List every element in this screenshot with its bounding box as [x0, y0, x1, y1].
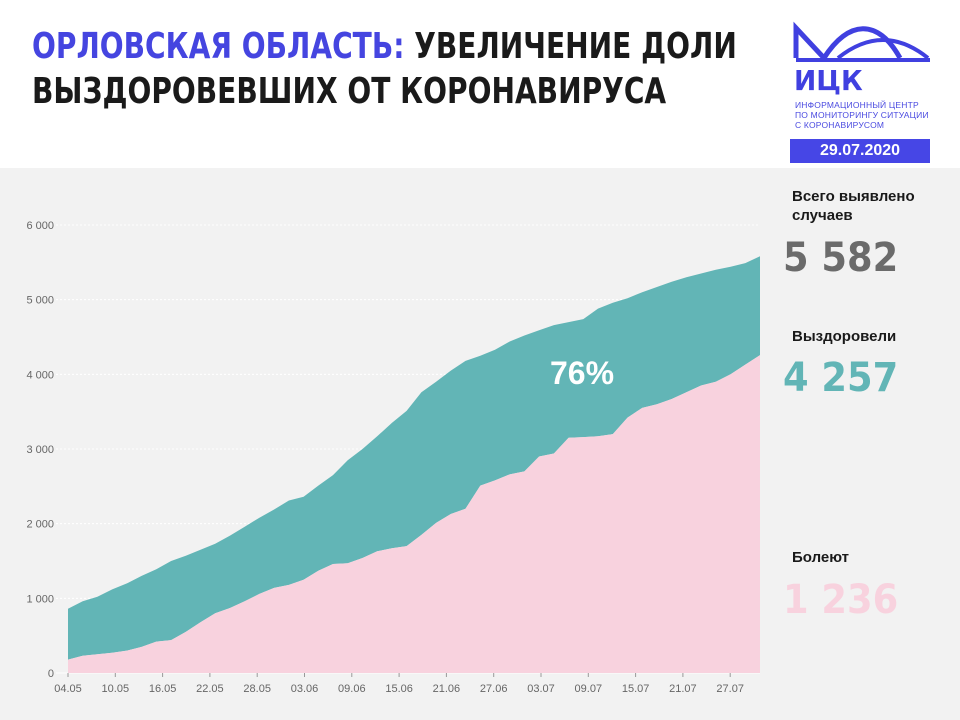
x-tick-label: 28.05 — [243, 683, 271, 695]
title-line1-rest: УВЕЛИЧЕНИЕ ДОЛИ — [404, 26, 737, 67]
area-chart: 0 1 000 2 000 3 000 4 000 5 000 6 000 04.05 10.… — [26, 220, 760, 695]
title-line-1: ОРЛОВСКАЯ ОБЛАСТЬ: УВЕЛИЧЕНИЕ ДОЛИ — [32, 24, 737, 69]
x-tick-label: 09.07 — [575, 683, 603, 695]
logo-name: ИЦК — [794, 64, 863, 97]
y-tick-label: 0 — [48, 668, 54, 680]
page-title: ОРЛОВСКАЯ ОБЛАСТЬ: УВЕЛИЧЕНИЕ ДОЛИ ВЫЗДО… — [32, 24, 737, 114]
recovered-area — [68, 256, 760, 660]
logo-subtitle-line: ИНФОРМАЦИОННЫЙ ЦЕНТР — [795, 100, 919, 110]
x-tick-label: 27.06 — [480, 683, 508, 695]
logo-subtitle: ИНФОРМАЦИОННЫЙ ЦЕНТР ПО МОНИТОРИНГУ СИТУ… — [795, 100, 929, 130]
x-tick-label: 09.06 — [338, 683, 366, 695]
chart-areas — [68, 256, 760, 673]
logo-mark-icon — [793, 21, 930, 62]
logo-subtitle-line: ПО МОНИТОРИНГУ СИТУАЦИИ — [795, 110, 929, 120]
recovered-label: Выздоровели — [792, 328, 897, 345]
x-axis-ticks: 04.05 10.05 16.05 22.05 28.05 03.06 09.06 15.06… — [54, 673, 744, 695]
total-label-line-2: случаев — [792, 207, 853, 224]
sick-value: 1 236 — [783, 577, 899, 623]
y-tick-label: 2 000 — [26, 519, 54, 531]
sick-area — [68, 355, 760, 673]
y-tick-label: 5 000 — [26, 295, 54, 307]
y-axis-ticks: 0 1 000 2 000 3 000 4 000 5 000 6 000 — [26, 220, 54, 680]
x-tick-label: 10.05 — [102, 683, 130, 695]
y-tick-label: 1 000 — [26, 593, 54, 605]
logo-subtitle-line: С КОРОНАВИРУСОМ — [795, 120, 885, 130]
x-tick-label: 04.05 — [54, 683, 82, 695]
sick-label: Болеют — [792, 549, 850, 566]
x-tick-label: 15.06 — [385, 683, 413, 695]
recovered-share-annotation: 76% — [550, 355, 614, 391]
total-cases-label: Всего выявлено случаев — [792, 187, 915, 225]
total-cases-value: 5 582 — [783, 235, 899, 281]
title-line-2: ВЫЗДОРОВЕВШИХ ОТ КОРОНАВИРУСА — [32, 71, 667, 112]
title-region: ОРЛОВСКАЯ ОБЛАСТЬ: — [32, 26, 405, 67]
x-tick-label: 22.05 — [196, 683, 224, 695]
recovered-value: 4 257 — [783, 355, 899, 401]
x-tick-label: 03.06 — [291, 683, 319, 695]
y-tick-label: 3 000 — [26, 444, 54, 456]
x-tick-label: 03.07 — [527, 683, 555, 695]
x-tick-label: 16.05 — [149, 683, 177, 695]
y-tick-label: 4 000 — [26, 369, 54, 381]
x-tick-label: 21.06 — [433, 683, 461, 695]
total-label-line-1: Всего выявлено — [792, 188, 915, 205]
x-tick-label: 15.07 — [622, 683, 650, 695]
x-tick-label: 27.07 — [716, 683, 744, 695]
date-badge: 29.07.2020 — [790, 139, 930, 163]
y-tick-label: 6 000 — [26, 220, 54, 232]
x-tick-label: 21.07 — [669, 683, 697, 695]
